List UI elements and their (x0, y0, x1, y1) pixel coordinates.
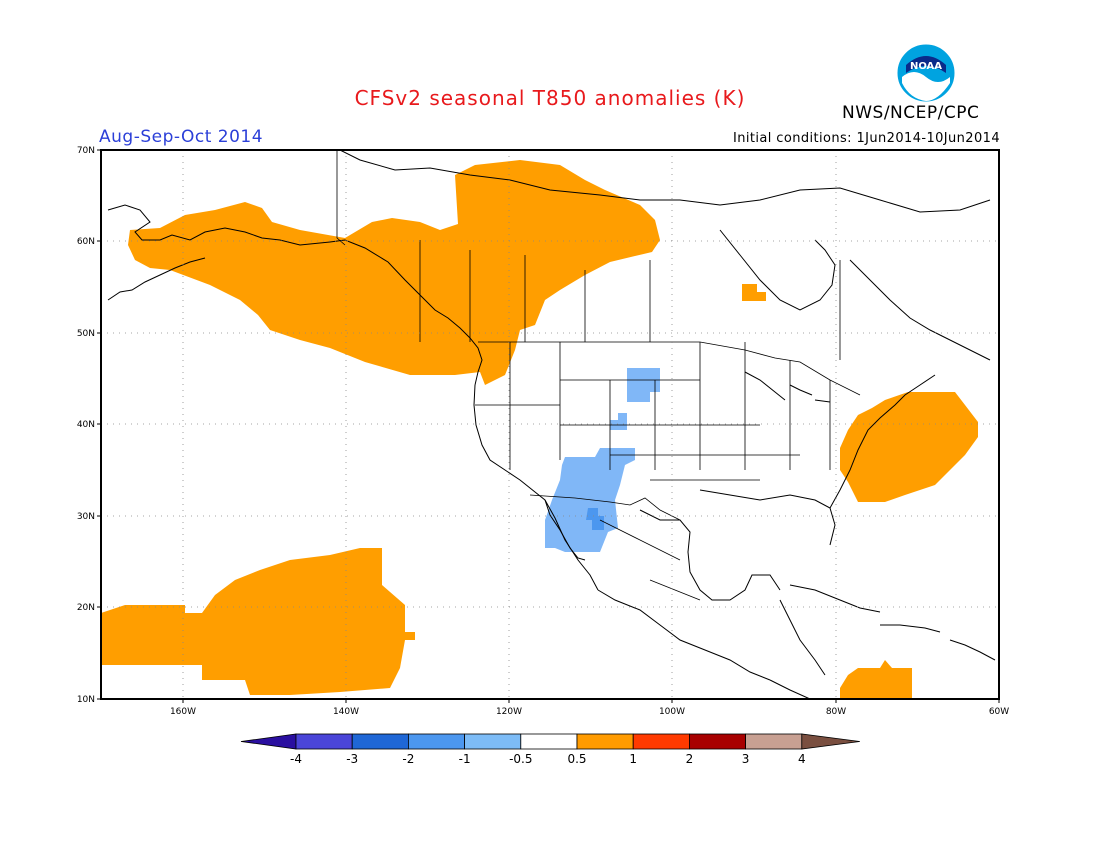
lon-label-100w: 100W (659, 707, 685, 717)
colorbar-segment (745, 733, 803, 750)
colorbar-label: 1 (629, 752, 637, 766)
coast-alaska (107, 204, 483, 386)
colorbar-segment (407, 733, 465, 750)
coast-east-us (829, 374, 936, 509)
border-mexico-states (599, 519, 701, 601)
axis-ticks (97, 149, 1000, 703)
coast-aleutians (107, 257, 206, 301)
coast-mexico-pacific (597, 589, 771, 681)
colorbar-label: 4 (798, 752, 806, 766)
border-us-mexico (529, 494, 681, 521)
lat-label-60n: 60N (77, 237, 95, 247)
warm-anomaly-hudson (742, 284, 766, 301)
chart-title: CFSv2 seasonal T850 anomalies (K) (354, 86, 746, 110)
lat-label-70n: 70N (77, 146, 95, 156)
cool-anomaly-northern-rockies (627, 368, 660, 402)
coast-southeast-us (699, 489, 836, 546)
colorbar-segment (576, 733, 634, 750)
border-canada-provinces (419, 240, 841, 360)
colorbar-segment (689, 733, 747, 750)
colorbar-label: -2 (402, 752, 414, 766)
colorbar-label: 2 (686, 752, 694, 766)
cool-anomaly-colorado (610, 413, 627, 430)
season-label: Aug-Sep-Oct 2014 (99, 127, 264, 147)
coast-central-america (769, 599, 826, 699)
warm-anomaly-east-coast (840, 392, 978, 502)
coast-cuba (789, 584, 881, 613)
initial-conditions-label: Initial conditions: 1Jun2014-10Jun2014 (733, 131, 1000, 146)
border-alaska-canada (336, 150, 346, 246)
coast-baja (544, 499, 586, 561)
coast-gulf (639, 509, 781, 601)
coast-west-us (473, 384, 599, 591)
border-us-states (475, 342, 831, 481)
coast-hudson-bay (719, 229, 836, 311)
coast-labrador (849, 259, 991, 361)
lat-label-40n: 40N (77, 420, 95, 430)
anomaly-fields (101, 160, 978, 699)
lon-label-80w: 80W (826, 707, 846, 717)
lon-label-140w: 140W (333, 707, 359, 717)
colorbar-label: -3 (346, 752, 358, 766)
colorbar-label: -4 (290, 752, 302, 766)
lon-label-60w: 60W (989, 707, 1009, 717)
colorbar: -4 -3 -2 -1 -0.5 0.5 1 2 3 4 (240, 733, 860, 766)
credit-label: NWS/NCEP/CPC (842, 103, 980, 123)
colorbar-segment (632, 733, 690, 750)
colorbar-label: 3 (742, 752, 750, 766)
lat-label-50n: 50N (77, 329, 95, 339)
lon-label-120w: 120W (496, 707, 522, 717)
warm-anomaly-pacific (101, 548, 415, 695)
colorbar-arrow-high (801, 733, 860, 750)
warm-anomaly-caribbean (840, 660, 912, 699)
colorbar-segment (351, 733, 409, 750)
lat-label-20n: 20N (77, 603, 95, 613)
coastlines (107, 150, 996, 699)
colorbar-segment (520, 733, 578, 750)
coast-great-lakes (744, 371, 831, 403)
coast-caribbean (880, 624, 996, 661)
cool-anomaly-southwest-core (586, 508, 604, 530)
logo-text: NOAA (910, 61, 942, 72)
border-canada-us (478, 341, 861, 396)
colorbar-label: 0.5 (567, 752, 586, 766)
lon-label-160w: 160W (170, 707, 196, 717)
political-borders (336, 150, 861, 601)
coast-north-canada (339, 150, 991, 213)
lat-label-10n: 10N (77, 695, 95, 705)
colorbar-segment (464, 733, 522, 750)
lat-label-30n: 30N (77, 512, 95, 522)
noaa-logo: NOAA (896, 43, 956, 103)
warm-anomaly-alaska-canada (128, 160, 660, 385)
colorbar-label: -0.5 (509, 752, 532, 766)
colorbar-segment (295, 733, 353, 750)
colorbar-label: -1 (459, 752, 471, 766)
colorbar-arrow-low (240, 733, 297, 750)
